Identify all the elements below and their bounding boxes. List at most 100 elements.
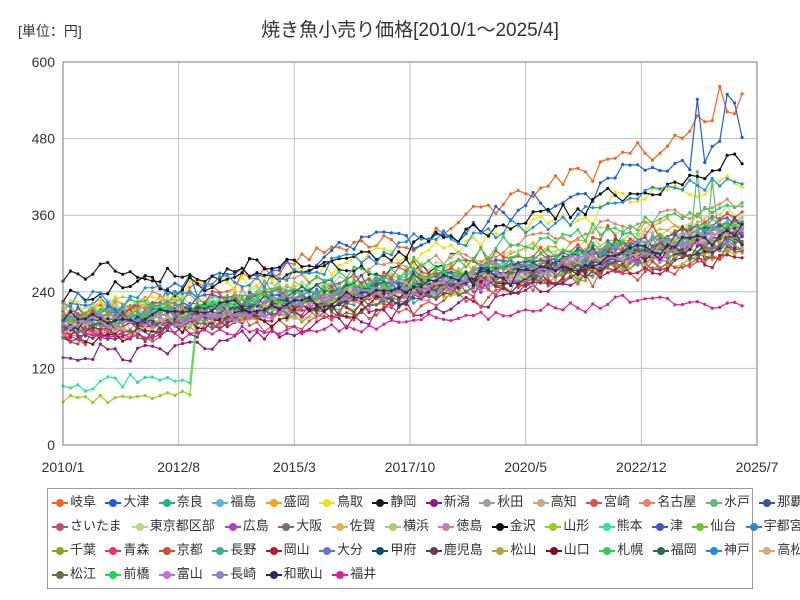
data-point — [531, 309, 535, 313]
data-point — [591, 197, 595, 201]
legend-label: 長崎 — [230, 567, 257, 582]
data-point — [374, 288, 378, 292]
data-point — [352, 327, 356, 331]
data-point — [464, 265, 468, 269]
data-point — [240, 312, 244, 316]
data-point — [218, 339, 222, 343]
data-point — [501, 268, 505, 272]
data-point — [456, 278, 461, 282]
data-point — [106, 304, 110, 309]
legend-swatch — [598, 522, 615, 532]
data-point — [673, 183, 677, 187]
data-point — [636, 278, 640, 282]
data-point — [456, 251, 461, 255]
data-point — [643, 197, 647, 201]
data-point — [509, 264, 513, 268]
data-point — [606, 271, 610, 275]
data-point — [695, 195, 699, 199]
data-point — [367, 250, 371, 254]
data-point — [524, 280, 528, 284]
data-point — [598, 262, 602, 266]
data-point — [315, 265, 319, 269]
data-point — [404, 291, 408, 295]
legend-item: 津 — [652, 518, 683, 536]
data-point — [359, 239, 364, 243]
data-point — [539, 308, 543, 312]
legend-item: 和歌山 — [265, 566, 323, 584]
data-point — [553, 236, 558, 240]
data-point — [188, 273, 192, 277]
data-point — [210, 302, 214, 307]
data-point — [173, 289, 177, 293]
data-point — [233, 313, 237, 317]
data-point — [337, 255, 341, 259]
data-point — [188, 280, 192, 284]
data-point — [546, 289, 550, 293]
data-point — [665, 169, 670, 173]
data-point — [531, 210, 535, 214]
data-point — [255, 316, 259, 320]
data-point — [531, 247, 535, 251]
data-point — [404, 255, 408, 260]
data-point — [733, 240, 737, 245]
data-point — [262, 267, 267, 271]
data-point — [330, 296, 334, 300]
data-point — [524, 192, 528, 196]
data-point — [397, 274, 401, 279]
data-point — [68, 325, 73, 329]
data-point — [203, 293, 207, 297]
data-point — [143, 305, 147, 309]
data-point — [233, 333, 237, 337]
data-point — [583, 170, 588, 174]
data-point — [494, 211, 498, 215]
data-point — [150, 286, 155, 290]
data-point — [262, 315, 267, 319]
data-point — [255, 258, 259, 262]
data-point — [128, 359, 132, 363]
data-point — [419, 252, 423, 256]
data-point — [568, 195, 573, 199]
data-point — [300, 265, 304, 269]
data-point — [464, 278, 468, 283]
data-point — [524, 234, 528, 238]
data-point — [434, 268, 438, 272]
legend-item: 佐賀 — [331, 518, 376, 536]
data-point — [412, 247, 416, 251]
data-point — [76, 291, 80, 295]
data-point — [449, 294, 453, 298]
data-point — [419, 234, 423, 239]
data-point — [509, 292, 513, 296]
data-point — [606, 244, 610, 249]
data-point — [233, 293, 237, 297]
data-point — [613, 268, 617, 272]
data-point — [568, 254, 573, 258]
data-point — [434, 260, 438, 264]
data-point — [434, 306, 438, 310]
data-point — [106, 325, 110, 329]
data-point — [636, 271, 640, 275]
data-point — [725, 211, 729, 216]
legend-swatch — [131, 522, 148, 532]
data-point — [292, 262, 296, 266]
data-point — [277, 300, 281, 304]
data-point — [188, 309, 192, 313]
data-point — [598, 271, 602, 275]
data-point — [449, 288, 453, 293]
data-point — [494, 204, 498, 209]
data-point — [471, 223, 475, 227]
data-point — [98, 311, 102, 315]
data-point — [173, 393, 177, 397]
legend-label: 青森 — [123, 543, 150, 558]
data-point — [262, 319, 267, 323]
data-point — [546, 207, 550, 211]
legend: 岐阜 大津 奈良 福島 盛岡 鳥取 静岡 新潟 秋田 高知 宮崎 名古屋 水戸 那覇 さいたま 東京都区部 広島… — [47, 488, 800, 589]
data-point — [740, 201, 744, 205]
data-point — [636, 199, 640, 203]
data-point — [121, 326, 125, 330]
data-point — [233, 270, 237, 274]
data-point — [262, 299, 267, 303]
data-point — [650, 296, 655, 300]
data-point — [367, 293, 371, 297]
data-point — [106, 292, 110, 296]
data-point — [367, 280, 371, 284]
